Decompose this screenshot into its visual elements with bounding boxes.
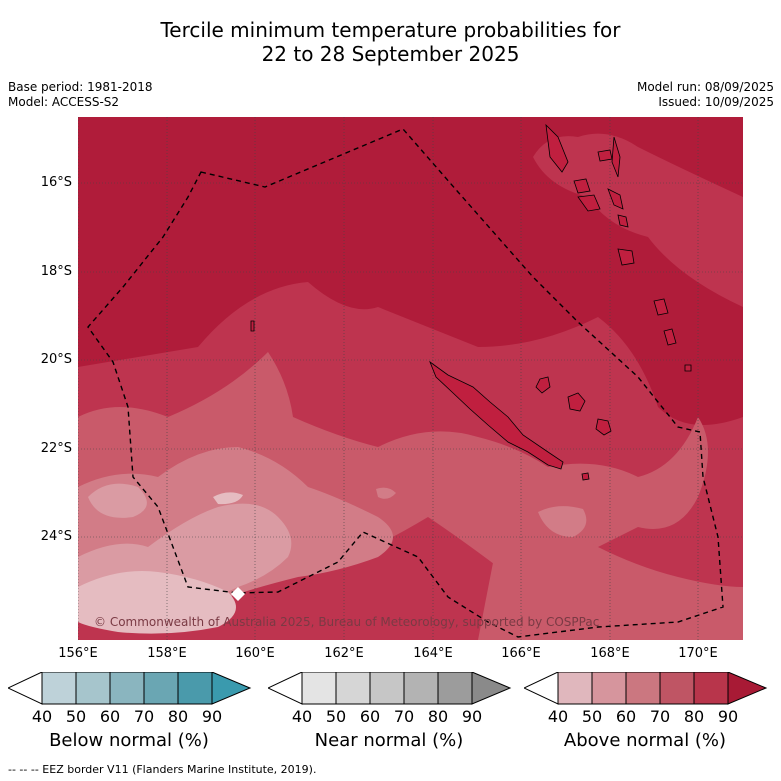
vanuatu-island-1 bbox=[545, 123, 569, 173]
above-title: Above normal (%) bbox=[563, 730, 727, 751]
copyright-text: © Commonwealth of Australia 2025, Bureau… bbox=[94, 615, 599, 629]
lat-label-20: 20°S bbox=[40, 352, 72, 367]
isle-of-pines bbox=[581, 472, 590, 481]
below-tick-40: 40 bbox=[32, 707, 52, 726]
vanuatu-island-10 bbox=[663, 328, 677, 346]
lon-label-158: 158°E bbox=[147, 646, 187, 661]
below-bin-5 bbox=[177, 672, 213, 705]
map-title: Tercile minimum temperature probabilitie… bbox=[0, 18, 781, 66]
above-tick-60: 60 bbox=[616, 707, 636, 726]
near-tick-80: 80 bbox=[428, 707, 448, 726]
above-arrow-high bbox=[727, 672, 768, 705]
meta-left: Base period: 1981-2018 Model: ACCESS-S2 bbox=[8, 80, 153, 110]
above-bin-5 bbox=[693, 672, 729, 705]
location-marker bbox=[231, 587, 245, 601]
vanuatu-island-9 bbox=[653, 298, 669, 316]
probability-map: © Commonwealth of Australia 2025, Bureau… bbox=[78, 117, 743, 640]
lat-label-16: 16°S bbox=[40, 175, 72, 190]
near-arrow-low bbox=[268, 672, 303, 705]
lat-label-18: 18°S bbox=[40, 264, 72, 279]
near-tick-50: 50 bbox=[326, 707, 346, 726]
vanuatu-island-7 bbox=[617, 214, 629, 228]
title-line-2: 22 to 28 September 2025 bbox=[261, 42, 520, 66]
loyalty-island-1 bbox=[535, 376, 551, 394]
near-bin-3 bbox=[369, 672, 405, 705]
lat-label-24: 24°S bbox=[40, 529, 72, 544]
below-arrow-low bbox=[8, 672, 43, 705]
near-tick-70: 70 bbox=[394, 707, 414, 726]
above-bin-4 bbox=[659, 672, 695, 705]
zone-above-40-b bbox=[213, 492, 243, 505]
near-tick-40: 40 bbox=[292, 707, 312, 726]
zone-above-60-d bbox=[376, 487, 396, 499]
zone-above-80-ne bbox=[533, 133, 743, 307]
zone-above-70-se bbox=[478, 529, 743, 640]
below-arrow-high bbox=[211, 672, 252, 705]
vanuatu-island-3 bbox=[611, 136, 621, 178]
colorbar-below: 40 50 60 70 80 90 bbox=[8, 672, 252, 726]
eez-border bbox=[87, 128, 724, 638]
graticule bbox=[78, 117, 743, 640]
vanuatu-island-8 bbox=[617, 248, 635, 266]
near-tick-60: 60 bbox=[360, 707, 380, 726]
lon-label-156: 156°E bbox=[58, 646, 98, 661]
below-tick-50: 50 bbox=[66, 707, 86, 726]
issued-date: Issued: 10/09/2025 bbox=[658, 95, 774, 109]
near-title: Near normal (%) bbox=[314, 730, 464, 751]
above-arrow-low bbox=[524, 672, 559, 705]
lon-label-160: 160°E bbox=[235, 646, 275, 661]
below-tick-90: 90 bbox=[202, 707, 222, 726]
below-bin-4 bbox=[143, 672, 179, 705]
lon-label-168: 168°E bbox=[590, 646, 630, 661]
near-tick-90: 90 bbox=[462, 707, 482, 726]
below-tick-80: 80 bbox=[168, 707, 188, 726]
above-bin-3 bbox=[625, 672, 661, 705]
above-tick-70: 70 bbox=[650, 707, 670, 726]
zone-above-50-b bbox=[88, 483, 147, 518]
vanuatu-island-4 bbox=[573, 178, 591, 194]
above-tick-40: 40 bbox=[548, 707, 568, 726]
below-tick-60: 60 bbox=[100, 707, 120, 726]
loyalty-island-3 bbox=[595, 418, 612, 436]
base-period: Base period: 1981-2018 bbox=[8, 80, 153, 94]
zone-above-40 bbox=[78, 571, 236, 634]
meta-right: Model run: 08/09/2025 Issued: 10/09/2025 bbox=[637, 80, 774, 110]
below-title: Below normal (%) bbox=[49, 730, 209, 751]
lat-label-22: 22°S bbox=[40, 441, 72, 456]
vanuatu-island-2 bbox=[597, 149, 613, 162]
above-bin-1 bbox=[557, 672, 593, 705]
lon-label-164: 164°E bbox=[413, 646, 453, 661]
near-bin-1 bbox=[301, 672, 337, 705]
title-line-1: Tercile minimum temperature probabilitie… bbox=[160, 18, 621, 42]
near-bin-5 bbox=[437, 672, 473, 705]
above-tick-50: 50 bbox=[582, 707, 602, 726]
small-island bbox=[250, 320, 255, 332]
near-bin-2 bbox=[335, 672, 371, 705]
near-bin-4 bbox=[403, 672, 439, 705]
below-bin-3 bbox=[109, 672, 145, 705]
new-caledonia-island bbox=[429, 360, 564, 470]
colorbar-near: 40 50 60 70 80 90 bbox=[268, 672, 512, 726]
loyalty-island-2 bbox=[567, 392, 586, 412]
below-tick-70: 70 bbox=[134, 707, 154, 726]
vanuatu-island-5 bbox=[577, 194, 601, 212]
zone-above-60-c bbox=[538, 506, 587, 537]
lon-label-170: 170°E bbox=[678, 646, 718, 661]
below-bin-2 bbox=[75, 672, 111, 705]
model-name: Model: ACCESS-S2 bbox=[8, 95, 120, 109]
above-tick-80: 80 bbox=[684, 707, 704, 726]
above-tick-90: 90 bbox=[718, 707, 738, 726]
vanuatu-island-11 bbox=[684, 364, 692, 372]
above-bin-2 bbox=[591, 672, 627, 705]
model-run: Model run: 08/09/2025 bbox=[636, 80, 774, 94]
footnote: -- -- -- EEZ border V11 (Flanders Marine… bbox=[8, 763, 317, 776]
vanuatu-island-6 bbox=[607, 188, 624, 210]
lon-label-166: 166°E bbox=[501, 646, 541, 661]
colorbar-above: 40 50 60 70 80 90 bbox=[524, 672, 768, 726]
near-arrow-high bbox=[471, 672, 512, 705]
below-bin-1 bbox=[41, 672, 77, 705]
lon-label-162: 162°E bbox=[324, 646, 364, 661]
